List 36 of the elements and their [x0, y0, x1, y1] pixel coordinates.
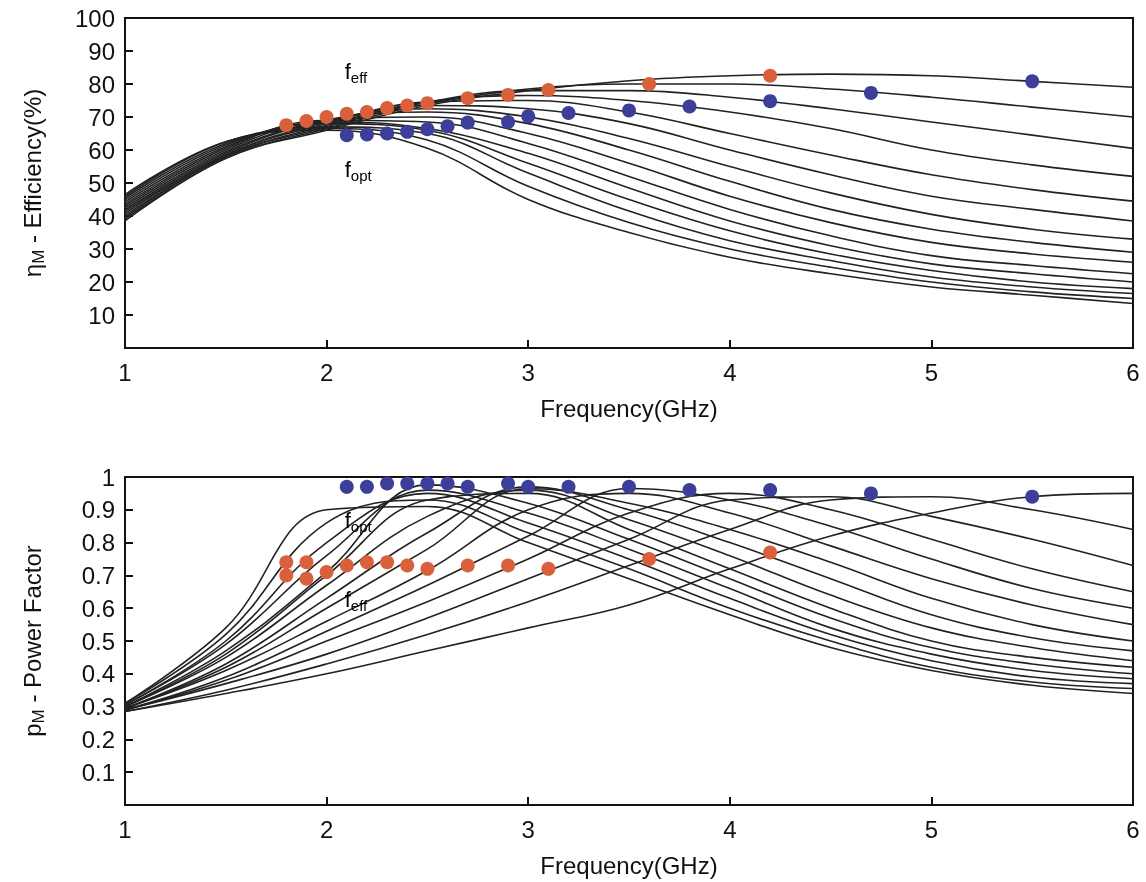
y-tick-label: 10	[88, 301, 115, 329]
y-tick-label: 0.5	[81, 627, 115, 655]
y-axis-title: pM - Power Factor	[18, 545, 48, 737]
y-tick-label: 40	[88, 202, 115, 230]
y-tick-label: 0.1	[81, 758, 115, 786]
x-tick-label: 1	[118, 358, 132, 386]
x-tick-label: 5	[924, 815, 939, 843]
x-tick-label: 2	[319, 815, 334, 843]
y-tick-label: 0.3	[81, 693, 115, 721]
x-tick-label: 2	[319, 358, 334, 386]
x-axis-title: Frequency(GHz)	[540, 851, 718, 879]
x-tick-label: 5	[924, 358, 939, 386]
x-tick-label: 3	[521, 815, 535, 843]
y-tick-label: 20	[88, 268, 115, 296]
x-tick-label: 4	[723, 815, 737, 843]
y-tick-label: 80	[88, 70, 115, 98]
y-tick-label: 0.9	[81, 496, 115, 524]
y-tick-label: 0.4	[81, 660, 115, 688]
x-tick-label: 3	[521, 358, 535, 386]
y-tick-label: 100	[74, 4, 115, 32]
y-tick-label: 30	[88, 235, 115, 263]
y-tick-label: 90	[88, 37, 115, 65]
y-tick-label: 50	[88, 169, 115, 197]
x-tick-label: 4	[723, 358, 737, 386]
y-tick-label: 70	[88, 103, 115, 131]
y-tick-label: 60	[88, 136, 115, 164]
y-tick-label: 0.8	[81, 529, 115, 557]
y-tick-label: 1	[101, 463, 115, 491]
x-tick-label: 6	[1126, 815, 1140, 843]
y-axis-title: ηM - Efficiency(%)	[18, 88, 48, 278]
x-tick-label: 1	[118, 815, 132, 843]
y-tick-label: 0.2	[81, 725, 115, 753]
x-axis-title: Frequency(GHz)	[540, 394, 718, 422]
y-tick-label: 0.6	[81, 594, 115, 622]
y-tick-label: 0.7	[81, 561, 115, 589]
x-tick-label: 6	[1126, 358, 1140, 386]
